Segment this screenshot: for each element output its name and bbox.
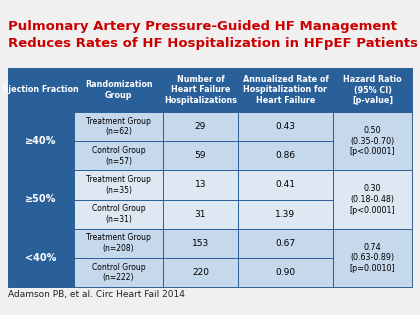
Bar <box>238 141 333 170</box>
Bar <box>74 68 163 112</box>
Bar <box>238 199 333 229</box>
Text: Control Group
(n=222): Control Group (n=222) <box>92 262 145 282</box>
Bar <box>163 141 238 170</box>
Text: 0.30
(0.18-0.48)
[p<0.0001]: 0.30 (0.18-0.48) [p<0.0001] <box>350 184 396 215</box>
Text: 0.90: 0.90 <box>276 268 296 277</box>
Bar <box>163 112 238 141</box>
Text: 59: 59 <box>195 151 206 160</box>
Text: Treatment Group
(n=35): Treatment Group (n=35) <box>86 175 151 195</box>
Bar <box>163 199 238 229</box>
Text: Treatment Group
(n=62): Treatment Group (n=62) <box>86 117 151 136</box>
Text: Annualized Rate of
Hospitalization for
Heart Failure: Annualized Rate of Hospitalization for H… <box>242 75 328 105</box>
Bar <box>333 170 412 229</box>
Text: Randomization
Group: Randomization Group <box>85 80 152 100</box>
Text: Ejection Fraction: Ejection Fraction <box>3 85 79 94</box>
Text: 0.50
(0.35-0.70)
[p<0.0001]: 0.50 (0.35-0.70) [p<0.0001] <box>350 126 396 157</box>
Bar <box>163 170 238 199</box>
Text: 0.43: 0.43 <box>276 122 296 131</box>
Text: 31: 31 <box>195 209 206 219</box>
Bar <box>163 68 238 112</box>
Text: <40%: <40% <box>25 253 57 263</box>
Bar <box>8 170 74 229</box>
Text: Treatment Group
(n=208): Treatment Group (n=208) <box>86 233 151 253</box>
Text: 0.67: 0.67 <box>276 239 296 248</box>
Bar <box>333 112 412 170</box>
Bar <box>8 229 74 287</box>
Bar <box>74 199 163 229</box>
Text: 0.41: 0.41 <box>276 180 296 189</box>
Text: ≥40%: ≥40% <box>25 136 57 146</box>
Text: 0.86: 0.86 <box>276 151 296 160</box>
Text: Pulmonary Artery Pressure-Guided HF Management
Reduces Rates of HF Hospitalizati: Pulmonary Artery Pressure-Guided HF Mana… <box>8 20 418 49</box>
Bar <box>333 229 412 287</box>
Text: 153: 153 <box>192 239 209 248</box>
Bar <box>238 258 333 287</box>
Bar <box>163 258 238 287</box>
Text: 0.74
(0.63-0.89)
[p=0.0010]: 0.74 (0.63-0.89) [p=0.0010] <box>350 243 396 273</box>
Text: 1.39: 1.39 <box>276 209 296 219</box>
Bar <box>333 68 412 112</box>
Text: 220: 220 <box>192 268 209 277</box>
Text: Hazard Ratio
(95% CI)
[p-value]: Hazard Ratio (95% CI) [p-value] <box>344 75 402 105</box>
Bar <box>74 170 163 199</box>
Bar <box>74 112 163 141</box>
Text: 13: 13 <box>195 180 206 189</box>
Text: ≥50%: ≥50% <box>25 194 57 204</box>
Bar <box>238 112 333 141</box>
Bar <box>163 229 238 258</box>
Text: 29: 29 <box>195 122 206 131</box>
Bar <box>74 229 163 258</box>
Bar <box>238 229 333 258</box>
Bar <box>74 258 163 287</box>
Bar <box>74 141 163 170</box>
Bar <box>8 68 74 112</box>
Text: Number of
Heart Failure
Hospitalizations: Number of Heart Failure Hospitalizations <box>164 75 237 105</box>
Bar <box>238 68 333 112</box>
Bar <box>8 112 74 170</box>
Text: Adamson PB, et al. Circ Heart Fail 2014: Adamson PB, et al. Circ Heart Fail 2014 <box>8 290 185 299</box>
Text: Control Group
(n=57): Control Group (n=57) <box>92 146 145 166</box>
Text: Control Group
(n=31): Control Group (n=31) <box>92 204 145 224</box>
Bar <box>238 170 333 199</box>
